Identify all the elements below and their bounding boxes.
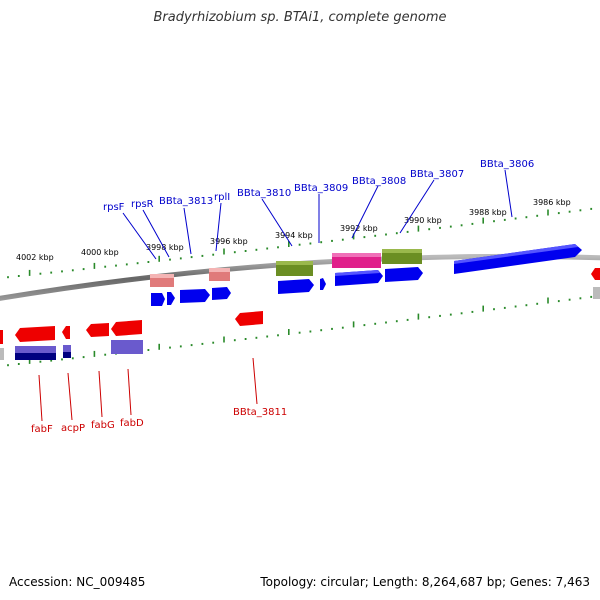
leader-line	[351, 185, 379, 239]
reverse-gene-arrow[interactable]	[15, 326, 55, 342]
forward-gene-arrow[interactable]	[385, 267, 423, 282]
feature-block[interactable]	[209, 268, 230, 272]
reverse-gene-arrow[interactable]	[86, 323, 109, 337]
leader-line	[252, 357, 258, 405]
feature-block[interactable]	[150, 274, 174, 278]
leader-line	[399, 179, 435, 234]
kbp-label: 3988 kbp	[469, 208, 507, 217]
bottom-gene-labels: fabF acpP fabG fabD BBta_3811	[31, 357, 287, 435]
kbp-labels: 4002 kbp 4000 kbp 3998 kbp 3996 kbp 3994…	[16, 198, 571, 262]
kbp-label: 4002 kbp	[16, 253, 54, 262]
gene-label-fabG[interactable]: fabG	[91, 420, 115, 431]
kbp-label: 4000 kbp	[81, 248, 119, 257]
forward-gene-highlight	[454, 244, 578, 264]
kbp-label: 3986 kbp	[533, 198, 571, 207]
feature-block[interactable]	[111, 340, 143, 354]
forward-gene-arrow[interactable]	[180, 289, 210, 303]
genome-title: Bradyrhizobium sp. BTAi1, complete genom…	[153, 10, 447, 25]
kbp-label: 3992 kbp	[340, 224, 378, 233]
feature-block[interactable]	[15, 346, 56, 353]
reverse-gene-arrow[interactable]	[591, 268, 600, 280]
forward-gene-arrow[interactable]	[454, 244, 582, 274]
gene-label-BBta_3808[interactable]: BBta_3808	[352, 176, 406, 187]
gene-label-BBta_3809[interactable]: BBta_3809	[294, 183, 348, 194]
gene-label-BBta_3813[interactable]: BBta_3813	[159, 196, 213, 207]
gene-label-rpsF[interactable]: rpsF	[103, 202, 125, 213]
reverse-gene-arrow[interactable]	[111, 320, 142, 336]
leader-line	[38, 374, 43, 422]
forward-gene-arrow[interactable]	[151, 293, 165, 306]
lower-feature-blocks	[0, 287, 600, 360]
forward-gene-arrow[interactable]	[320, 278, 326, 290]
forward-gene-arrow[interactable]	[167, 292, 175, 305]
leader-line	[215, 202, 222, 252]
reverse-genes	[0, 268, 600, 344]
leader-line	[261, 198, 293, 247]
leader-line	[504, 169, 513, 218]
leader-line	[127, 368, 132, 416]
kbp-label: 3998 kbp	[146, 243, 184, 252]
forward-gene-highlight	[335, 270, 380, 276]
top-gene-labels: rpsF rpsR BBta_3813 rplI BBta_3810 BBta_…	[103, 159, 534, 260]
kbp-label: 3990 kbp	[404, 216, 442, 225]
feature-block[interactable]	[63, 345, 71, 352]
feature-block[interactable]	[276, 261, 313, 265]
reverse-gene-arrow[interactable]	[235, 311, 263, 326]
kbp-tick-row-top	[7, 207, 593, 279]
gene-label-BBta_3807[interactable]: BBta_3807	[410, 169, 464, 180]
kbp-label: 3994 kbp	[275, 231, 313, 240]
gene-label-BBta_3810[interactable]: BBta_3810	[237, 188, 291, 199]
gene-label-fabF[interactable]: fabF	[31, 424, 53, 435]
forward-genes	[151, 244, 582, 306]
forward-gene-arrow[interactable]	[278, 279, 314, 294]
gene-label-BBta_3811[interactable]: BBta_3811	[233, 407, 287, 418]
feature-block[interactable]	[0, 348, 4, 360]
forward-gene-arrow[interactable]	[212, 287, 231, 300]
accession-text: Accession: NC_009485	[9, 575, 146, 589]
gene-label-fabD[interactable]: fabD	[120, 418, 144, 429]
feature-block[interactable]	[332, 253, 381, 257]
leader-line	[122, 212, 157, 260]
leader-line	[183, 207, 192, 255]
feature-block[interactable]	[593, 287, 600, 299]
feature-block[interactable]	[63, 352, 71, 358]
gene-label-rplI[interactable]: rplI	[214, 192, 230, 203]
reverse-gene-arrow[interactable]	[62, 326, 70, 339]
leader-line	[98, 370, 103, 418]
kbp-label: 3996 kbp	[210, 237, 248, 246]
gene-label-BBta_3806[interactable]: BBta_3806	[480, 159, 534, 170]
leader-line	[67, 372, 73, 421]
upper-feature-blocks	[150, 249, 422, 287]
leader-line	[142, 209, 170, 258]
feature-block[interactable]	[15, 353, 56, 360]
gene-label-acpP[interactable]: acpP	[61, 423, 85, 434]
gene-label-rpsR[interactable]: rpsR	[131, 199, 154, 210]
reverse-gene-arrow[interactable]	[0, 330, 3, 344]
feature-block[interactable]	[382, 249, 422, 253]
topology-text: Topology: circular; Length: 8,264,687 bp…	[260, 575, 590, 589]
